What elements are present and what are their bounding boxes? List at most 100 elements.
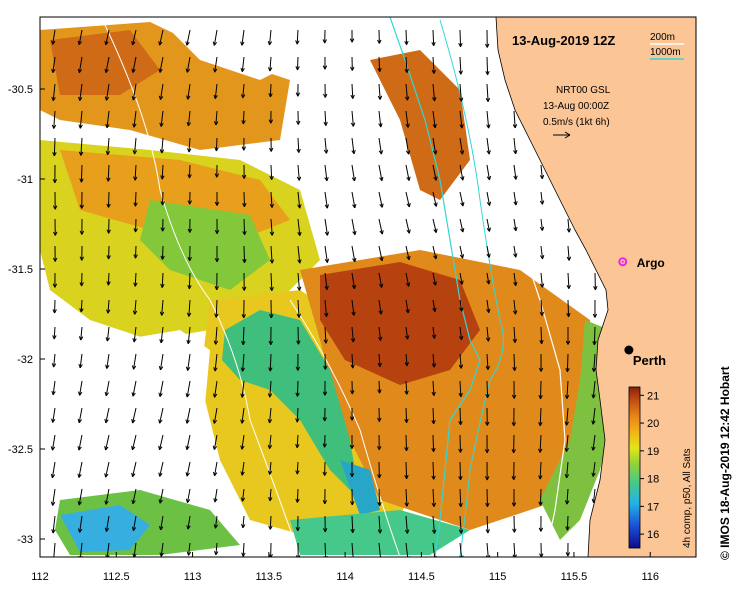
sst-patch-warm-core: [320, 262, 480, 385]
current-vector: [432, 380, 435, 396]
current-vector: [513, 272, 517, 286]
current-vector: [134, 299, 137, 315]
current-vector: [132, 515, 137, 531]
current-vector: [405, 488, 408, 507]
current-vector: [215, 326, 218, 345]
current-vector-head: [351, 149, 356, 155]
current-vector-head: [350, 364, 355, 369]
current-vector: [324, 191, 328, 209]
current-vector: [324, 245, 328, 263]
current-vector-head: [351, 284, 357, 290]
current-vector: [351, 218, 356, 235]
current-vector: [107, 137, 110, 155]
current-vector-head: [77, 473, 82, 478]
current-vector: [134, 272, 137, 287]
current-vector: [513, 218, 517, 231]
current-vector: [51, 461, 56, 478]
current-vector-head: [324, 285, 329, 291]
current-vector-head: [484, 476, 490, 481]
current-vector-head: [484, 449, 490, 454]
current-vector: [351, 164, 355, 182]
current-vector-head: [105, 123, 110, 129]
current-vector-head: [295, 443, 300, 449]
current-vector-head: [405, 282, 411, 287]
isobath-legend: 200m 1000m: [650, 32, 684, 60]
current-vector: [186, 56, 191, 73]
current-vector: [160, 110, 164, 127]
current-vector: [297, 164, 300, 181]
current-vector: [539, 488, 542, 506]
current-vector: [105, 434, 110, 451]
current-vector-head: [486, 253, 491, 258]
current-vector: [186, 380, 191, 398]
current-vector-head: [379, 203, 384, 208]
current-vector: [213, 29, 218, 46]
current-vector-head: [352, 257, 357, 263]
current-vector: [132, 461, 137, 477]
current-vector: [159, 434, 164, 450]
current-vector: [133, 110, 137, 128]
current-vector: [106, 326, 110, 342]
colorbar: 21 20 19 18 17 16 4h comp, p50, All Sats: [628, 386, 693, 549]
current-vector-head: [485, 555, 491, 557]
current-vector-head: [513, 281, 518, 286]
current-vector: [540, 218, 543, 231]
current-vector-head: [431, 363, 437, 368]
current-vector-head: [538, 527, 544, 532]
cloud-gaps: [40, 18, 560, 490]
current-vector-head: [295, 40, 300, 45]
x-tick-label: 113.5: [255, 571, 282, 583]
current-vector-head: [377, 389, 382, 394]
y-tick-label: -31.5: [8, 264, 33, 276]
current-vector: [297, 218, 301, 236]
current-vector-head: [432, 123, 437, 129]
current-vector-head: [432, 150, 438, 155]
current-vector-head: [565, 526, 570, 531]
current-vector-head: [297, 286, 302, 291]
current-vector-head: [131, 365, 137, 370]
current-vector: [405, 272, 410, 287]
current-vector: [269, 434, 272, 449]
current-vector: [324, 272, 328, 290]
current-vector: [297, 245, 301, 264]
current-vector: [241, 461, 245, 476]
current-vector-head: [377, 67, 382, 72]
current-vector-head: [186, 312, 192, 317]
current-vector-head: [241, 174, 247, 179]
current-vector-head: [539, 226, 545, 231]
current-vector: [242, 83, 245, 99]
current-vector: [80, 137, 83, 156]
current-vector: [79, 110, 83, 129]
current-vector-head: [186, 339, 191, 345]
isobath-200m-offshore-2: [289, 299, 401, 557]
current-vector-head: [295, 392, 300, 397]
current-vector: [459, 488, 462, 507]
current-vector-head: [186, 121, 191, 127]
current-vector-head: [214, 285, 219, 291]
current-vector: [270, 272, 273, 291]
current-vector: [405, 542, 409, 557]
current-vector: [539, 407, 542, 426]
current-vector-head: [460, 176, 465, 181]
current-vector-head: [51, 418, 56, 423]
current-vector-head: [513, 253, 518, 258]
x-tick-label: 115: [489, 571, 507, 583]
current-vector-head: [513, 175, 518, 180]
current-vector: [105, 29, 110, 45]
current-vector-head: [486, 308, 491, 313]
argo-float-center: [621, 260, 624, 263]
current-vector-head: [267, 393, 273, 398]
current-vector-head: [431, 419, 436, 425]
current-vector-head: [52, 152, 57, 157]
sst-patch-nearshore-north: [370, 50, 470, 200]
current-vector-head: [565, 367, 570, 373]
current-vector-head: [539, 311, 545, 316]
current-vector: [459, 137, 464, 155]
current-vector: [269, 353, 272, 372]
current-vector-head: [268, 147, 274, 152]
current-vector: [160, 515, 164, 531]
current-vector-head: [187, 284, 192, 290]
current-vector-head: [433, 254, 438, 260]
current-vector-head: [51, 529, 56, 534]
current-vector-head: [404, 361, 409, 367]
